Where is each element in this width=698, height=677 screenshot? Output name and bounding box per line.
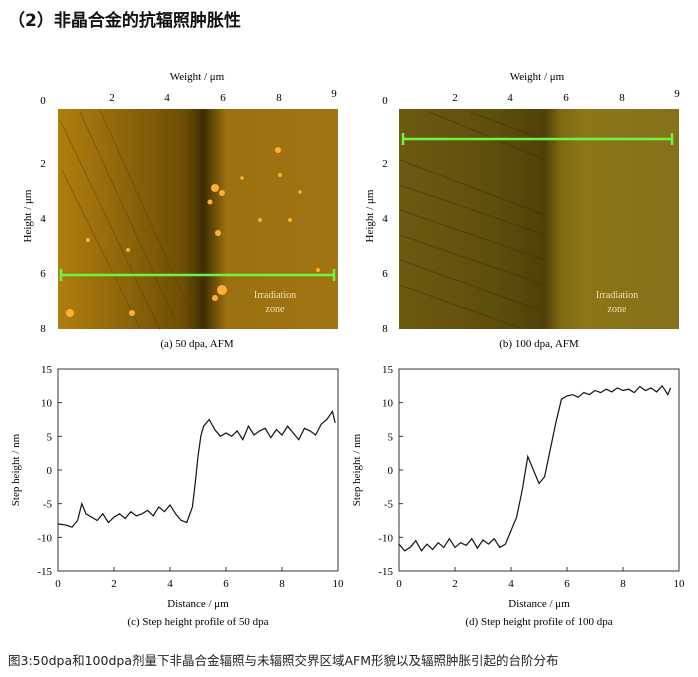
afm-a-y-tick: 4: [40, 213, 46, 225]
chart-c-y-tick-label: -10: [37, 532, 52, 544]
chart-d-caption: (d) Step height profile of 100 dpa: [465, 616, 612, 628]
chart-d-y-ticks: 15 10 5 0 -5 -10 -15: [378, 364, 403, 578]
chart-d-x-tick-label: 8: [620, 578, 626, 590]
afm-b-caption: (b) 100 dpa, AFM: [499, 338, 579, 350]
chart-c-y-tick-label: 15: [41, 364, 53, 376]
chart-d-frame: [398, 368, 680, 572]
afm-a-top-axis-label: Weight / μm: [170, 71, 225, 83]
chart-c-x-tick-label: 2: [111, 578, 117, 590]
chart-d-xlabel: Distance / μm: [508, 598, 570, 610]
afm-a-x-tick: 2: [109, 92, 115, 104]
chart-c-y-tick-label: 0: [47, 465, 53, 477]
chart-c-y-tick-label: -15: [37, 566, 52, 578]
afm-b-y-tick: 2: [382, 158, 388, 170]
afm-a-y-tick: 2: [40, 158, 46, 170]
chart-c-series-line: [57, 409, 336, 528]
afm-b-x-tick: 2: [452, 92, 458, 104]
afm-a-scan-line: [59, 269, 336, 281]
chart-c-x-tick-label: 6: [223, 578, 229, 590]
afm-a-y-tick: 8: [40, 323, 46, 335]
afm-a-y-tick: 0: [40, 95, 46, 107]
afm-b-zone-label: Irradiation: [596, 290, 638, 301]
chart-c-caption: (c) Step height profile of 50 dpa: [127, 616, 268, 628]
afm-a-x-tick: 9: [331, 88, 337, 100]
chart-d-x-tick-label: 10: [674, 578, 686, 590]
chart-c-x-tick-label: 0: [55, 578, 61, 590]
section-heading: （2）非晶合金的抗辐照肿胀性: [8, 11, 241, 31]
afm-b-texture: [399, 111, 546, 329]
afm-b-x-tick: 8: [619, 92, 625, 104]
afm-b-image: [399, 109, 679, 329]
afm-b-y-tick: 4: [382, 213, 388, 225]
afm-b-y-tick: 8: [382, 323, 388, 335]
afm-a-particles: [66, 147, 320, 317]
afm-b-top-axis-label: Weight / μm: [510, 71, 565, 83]
afm-a-zone-label: zone: [266, 304, 285, 315]
afm-panel-b: Weight / μm 2 4 6 8 9 0 2 4 6 8 Height /…: [364, 71, 680, 350]
chart-d-x-ticks: 0 2 4 6 8 10: [396, 567, 685, 590]
chart-d-y-tick-label: -5: [384, 499, 394, 511]
afm-b-x-tick: 6: [563, 92, 569, 104]
chart-d-y-tick-label: -15: [378, 566, 393, 578]
afm-a-zone-label: Irradiation: [254, 290, 296, 301]
chart-c-x-tick-label: 4: [167, 578, 173, 590]
afm-b-x-tick: 9: [674, 88, 680, 100]
afm-a-caption: (a) 50 dpa, AFM: [160, 338, 234, 350]
afm-a-texture: [59, 109, 186, 331]
chart-c-ylabel: Step height / nm: [10, 433, 22, 506]
chart-d-ylabel: Step height / nm: [351, 433, 363, 506]
afm-a-x-tick: 8: [276, 92, 282, 104]
afm-b-left-axis-label: Height / μm: [364, 189, 376, 242]
chart-d-x-tick-label: 6: [564, 578, 570, 590]
afm-a-x-tick: 6: [220, 92, 226, 104]
chart-c-y-tick-label: 5: [47, 431, 53, 443]
afm-b-scan-line: [401, 133, 674, 145]
chart-c-y-ticks: 15 10 5 0 -5 -10 -15: [37, 364, 62, 578]
chart-c-frame: [57, 368, 339, 572]
chart-d-y-tick-label: 0: [388, 465, 394, 477]
chart-c-y-tick-label: 10: [41, 398, 53, 410]
chart-d-y-tick-label: 5: [388, 431, 394, 443]
afm-a-y-tick: 6: [40, 268, 46, 280]
afm-b-zone-label: zone: [608, 304, 627, 315]
chart-c-xlabel: Distance / μm: [167, 598, 229, 610]
afm-panel-a: Weight / μm 2 4 6 8 9 0 2 4 6 8 Height /…: [22, 71, 338, 350]
chart-d-x-tick-label: 4: [508, 578, 514, 590]
chart-c-x-tick-label: 10: [333, 578, 345, 590]
chart-d-series-line: [398, 384, 672, 552]
chart-c-x-ticks: 0 2 4 6 8 10: [55, 567, 344, 590]
afm-b-y-tick: 6: [382, 268, 388, 280]
chart-d-y-tick-label: 15: [382, 364, 394, 376]
chart-d-x-tick-label: 0: [396, 578, 402, 590]
chart-d-y-tick-label: 10: [382, 398, 394, 410]
afm-a-left-axis-label: Height / μm: [22, 189, 34, 242]
chart-c-y-tick-label: -5: [43, 499, 53, 511]
chart-d-y-tick-label: -10: [378, 532, 393, 544]
figure-caption: 图3:50dpa和100dpa剂量下非晶合金辐照与未辐照交界区域AFM形貌以及辐…: [8, 653, 559, 668]
afm-b-y-tick: 0: [382, 95, 388, 107]
afm-b-x-tick: 4: [507, 92, 513, 104]
chart-c-x-tick-label: 8: [279, 578, 285, 590]
chart-d-x-tick-label: 2: [452, 578, 458, 590]
afm-a-x-tick: 4: [164, 92, 170, 104]
